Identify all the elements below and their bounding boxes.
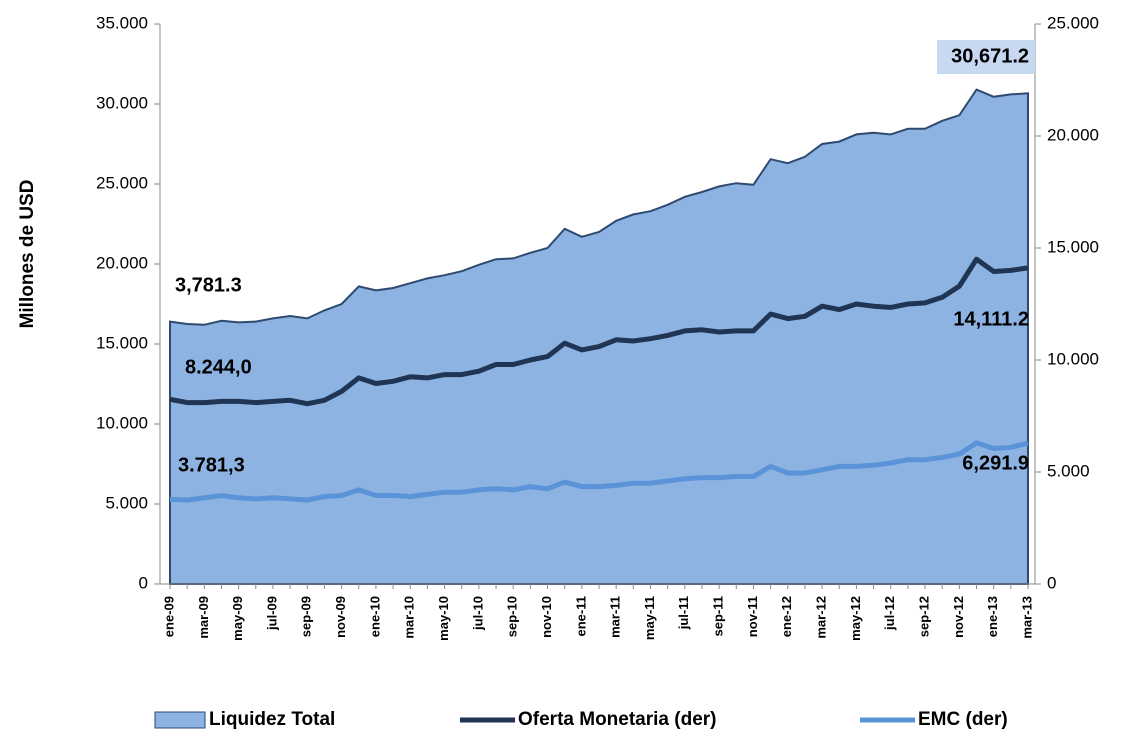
y2-tick-label: 10.000 (1047, 349, 1099, 368)
x-tick-label: jul-09 (264, 596, 279, 631)
legend-item: Oferta Monetaria (der) (460, 709, 716, 730)
y2-tick-label: 25.000 (1047, 13, 1099, 32)
x-tick-label: ene-13 (985, 596, 1000, 637)
y-tick-label: 10.000 (96, 413, 148, 432)
x-tick-label: may-10 (436, 596, 451, 641)
x-tick-label: may-09 (230, 596, 245, 641)
x-tick-label: ene-12 (779, 596, 794, 637)
x-tick-label: mar-13 (1019, 596, 1034, 639)
line (169, 440, 1029, 503)
annotation: 6,291.9 (962, 452, 1029, 474)
x-tick-label: may-12 (848, 596, 863, 641)
y-tick-label: 0 (139, 573, 148, 592)
legend-label: Liquidez Total (209, 709, 335, 730)
y-tick-label: 20.000 (96, 253, 148, 272)
y-axis-title: Millones de USD (17, 180, 38, 329)
x-tick-label: mar-09 (196, 596, 211, 639)
x-tick-label: sep-12 (916, 596, 931, 637)
x-tick-label: nov-09 (333, 596, 348, 638)
x-tick-label: sep-10 (505, 596, 520, 637)
annotation: 30,671.2 (951, 45, 1029, 67)
legend-item: EMC (der) (860, 709, 1008, 730)
x-tick-label: sep-09 (299, 596, 314, 637)
y-tick-label: 30.000 (96, 93, 148, 112)
legend-label: Oferta Monetaria (der) (518, 709, 716, 730)
area (169, 88, 1029, 585)
y2-tick-label: 15.000 (1047, 237, 1099, 256)
y-tick-label: 5.000 (105, 493, 148, 512)
x-tick-label: jul-11 (676, 596, 691, 630)
y-tick-label: 35.000 (96, 13, 148, 32)
y-tick-label: 25.000 (96, 173, 148, 192)
x-tick-label: nov-11 (745, 596, 760, 637)
x-tick-label: ene-11 (573, 596, 588, 636)
annotation: 3.781,3 (178, 454, 245, 476)
y2-tick-label: 0 (1047, 573, 1056, 592)
y2-tick-label: 5.000 (1047, 461, 1090, 480)
annotation: 8.244,0 (185, 356, 252, 378)
legend-item: Liquidez Total (154, 709, 335, 730)
y-tick-label: 15.000 (96, 333, 148, 352)
annotation: 3,781.3 (175, 274, 242, 296)
x-tick-label: ene-10 (367, 596, 382, 637)
x-tick-label: may-11 (642, 596, 657, 640)
x-tick-label: nov-10 (539, 596, 554, 638)
legend-label: EMC (der) (918, 709, 1008, 730)
line (169, 256, 1029, 407)
x-tick-label: jul-12 (882, 596, 897, 631)
x-tick-label: ene-09 (161, 596, 176, 637)
x-tick-label: mar-11 (608, 596, 623, 638)
annotation-box (937, 40, 1035, 74)
x-tick-label: mar-12 (814, 596, 829, 639)
x-tick-label: mar-10 (402, 596, 417, 639)
x-tick-label: nov-12 (951, 596, 966, 638)
y2-tick-label: 20.000 (1047, 125, 1099, 144)
legend-swatch (154, 711, 206, 729)
annotation: 14,111.2 (953, 308, 1029, 330)
x-tick-label: jul-10 (470, 596, 485, 631)
x-tick-label: sep-11 (711, 596, 726, 636)
